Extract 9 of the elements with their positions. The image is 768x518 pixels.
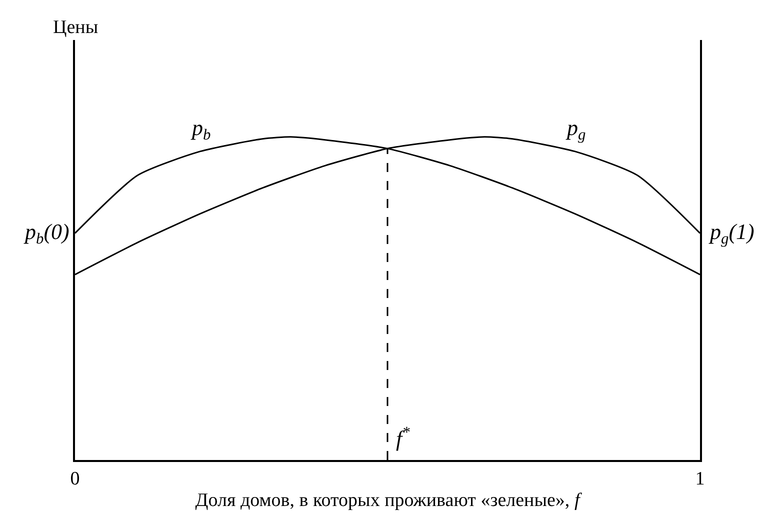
annotation: p$_{g}$(1) [708,219,754,248]
annotation: p$_{b}$(0) [23,219,70,248]
series-label: p$_{b}$ [190,115,211,144]
annotation: f$^{*}$ [396,424,410,452]
x-axis-title: Доля домов, в которых проживают «зеленые», f [195,490,582,511]
x-tick-label: 1 [695,468,705,490]
series-label: p$_{g}$ [565,115,586,144]
text: Цены [53,17,98,38]
x-tick-label: 0 [70,468,80,490]
